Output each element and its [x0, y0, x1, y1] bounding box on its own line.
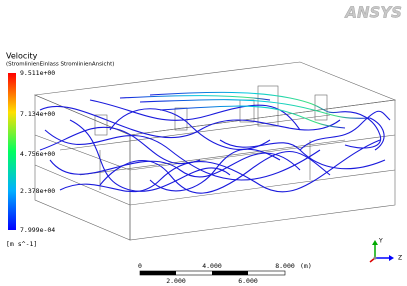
scale-unit: (m)	[300, 262, 312, 270]
scale-label: 4.000	[202, 262, 222, 270]
axis-label: Y	[378, 238, 383, 245]
color-bar	[8, 73, 16, 230]
legend-label: 4.756e+00	[20, 150, 55, 158]
legend-label: 9.511e+00	[20, 69, 55, 77]
scale-label: 2.000	[166, 277, 186, 285]
scale-label: 0	[138, 262, 142, 270]
logo: ANSYS	[344, 4, 402, 22]
scale-label: 8.000	[275, 262, 295, 270]
geometry-wireframe	[35, 62, 395, 240]
legend-subtitle: (StromlinienEinlass StromlinienAnsicht)	[6, 62, 114, 68]
scale-label: 6.000	[238, 277, 258, 285]
axis-label: Z	[398, 255, 402, 262]
legend-title: Velocity	[6, 52, 38, 61]
legend-label: 7.134e+00	[20, 110, 55, 118]
legend-label: 2.378e+00	[20, 187, 55, 195]
legend-unit: [m s^-1]	[6, 240, 37, 248]
viewer: ANSYS Velocity (StromlinienEinlass Strom…	[0, 0, 407, 286]
scale-bar	[140, 271, 285, 275]
legend-label: 7.999e-04	[20, 226, 55, 234]
